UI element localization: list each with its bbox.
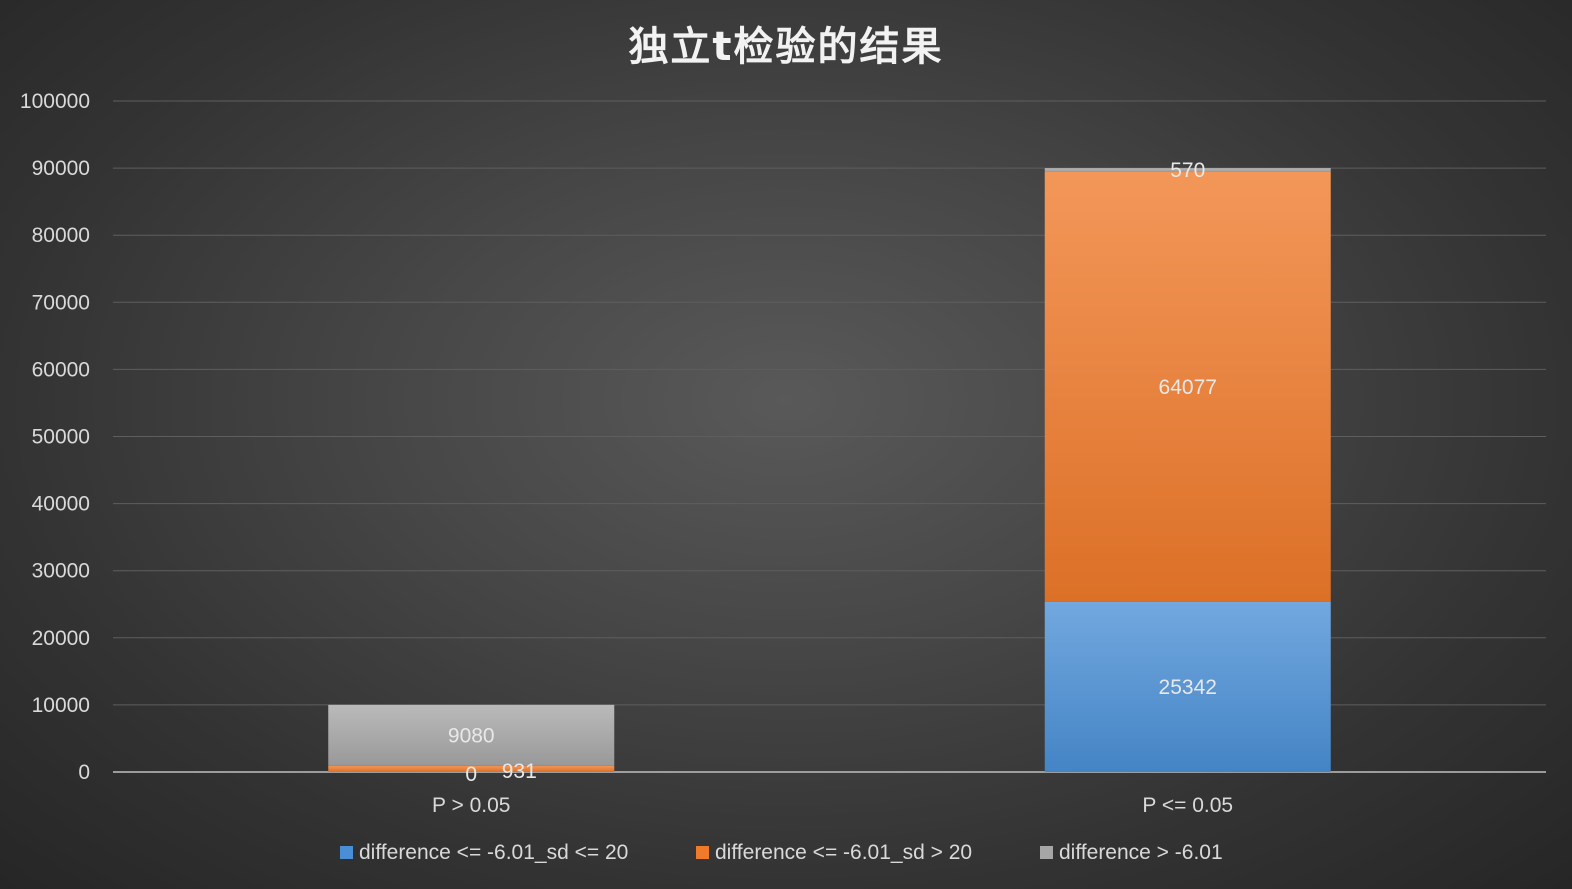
chart-title: 独立t检验的结果 — [628, 24, 943, 70]
legend: difference <= -6.01_sd <= 20 difference <… — [340, 841, 1223, 864]
y-tick-label: 100000 — [20, 90, 90, 113]
data-label: 570 — [1170, 159, 1205, 182]
y-tick-label: 70000 — [32, 291, 90, 314]
bar-segment — [1044, 601, 1331, 772]
legend-item: difference <= -6.01_sd <= 20 — [340, 841, 628, 864]
y-tick-label: 0 — [78, 761, 90, 784]
y-tick-label: 60000 — [32, 358, 90, 381]
legend-swatch — [696, 846, 709, 859]
y-tick-label: 50000 — [32, 426, 90, 449]
legend-label: difference <= -6.01_sd > 20 — [715, 841, 972, 864]
bars — [328, 168, 1331, 772]
bar-segment — [1044, 168, 1331, 172]
data-label: 931 — [502, 760, 537, 783]
bar-segment — [328, 704, 615, 766]
x-category-label: P <= 0.05 — [1142, 794, 1233, 817]
y-tick-label: 90000 — [32, 157, 90, 180]
x-axis-categories: P > 0.05 P <= 0.05 — [432, 794, 1233, 817]
legend-swatch — [1040, 846, 1053, 859]
legend-item: difference > -6.01 — [1040, 841, 1223, 864]
data-label: 64077 — [1159, 376, 1217, 399]
data-label: 0 — [465, 763, 477, 786]
y-tick-label: 30000 — [32, 560, 90, 583]
legend-label: difference <= -6.01_sd <= 20 — [359, 841, 628, 864]
y-tick-label: 10000 — [32, 694, 90, 717]
legend-swatch — [340, 846, 353, 859]
data-label: 25342 — [1159, 676, 1217, 699]
y-tick-label: 20000 — [32, 627, 90, 650]
legend-label: difference > -6.01 — [1059, 841, 1223, 864]
y-axis-ticks: 0 10000 20000 30000 40000 50000 60000 70000 8000… — [20, 90, 90, 784]
data-labels: 0 931 9080 25342 64077 570 — [448, 159, 1217, 786]
bar-segment — [328, 765, 615, 772]
y-tick-label: 40000 — [32, 493, 90, 516]
bar-segment — [1044, 171, 1331, 602]
data-label: 9080 — [448, 724, 495, 747]
x-category-label: P > 0.05 — [432, 794, 510, 817]
gridlines — [113, 100, 1546, 773]
legend-item: difference <= -6.01_sd > 20 — [696, 841, 972, 864]
y-tick-label: 80000 — [32, 224, 90, 247]
